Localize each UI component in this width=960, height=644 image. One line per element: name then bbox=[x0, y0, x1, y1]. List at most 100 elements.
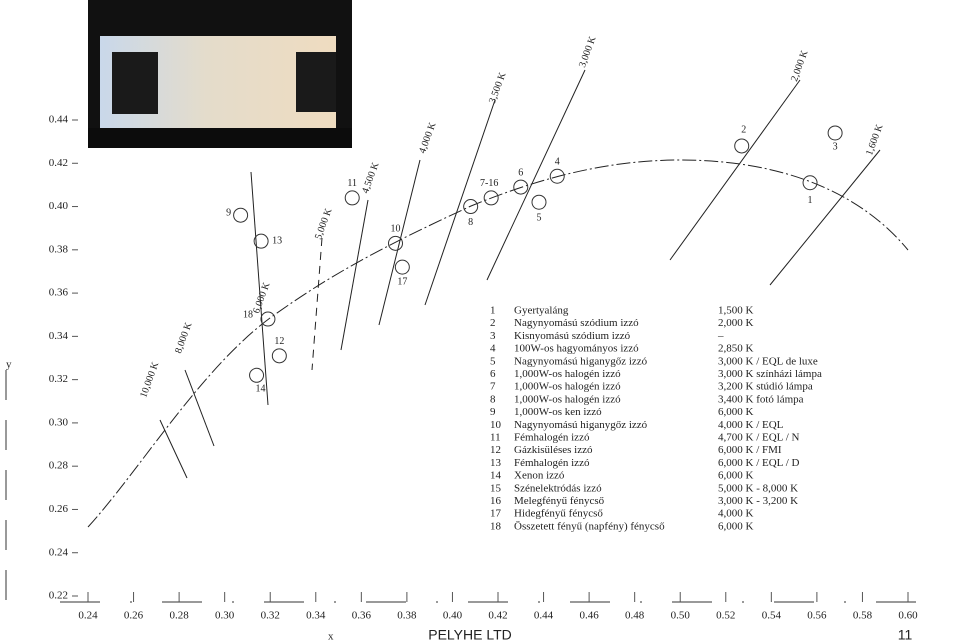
isotherm-label: 5,000 K bbox=[313, 206, 335, 241]
color-temperature: 6,000 K bbox=[718, 520, 754, 532]
light-source: Hidegfényű fénycső bbox=[514, 508, 603, 520]
isotherm-label: 2,000 K bbox=[789, 48, 811, 83]
point-label: 2 bbox=[741, 124, 746, 135]
light-source: Fémhalogén izzó bbox=[514, 457, 590, 469]
isotherm-label: 4,000 K bbox=[417, 120, 439, 155]
color-temperature: 3,000 K / EQL de luxe bbox=[718, 355, 818, 367]
isotherm-label: 8,000 K bbox=[173, 320, 195, 355]
isotherm-line bbox=[184, 369, 215, 447]
x-tick-label: 0.24 bbox=[78, 610, 98, 622]
row-number: 12 bbox=[490, 444, 501, 456]
x-tick-label: 0.44 bbox=[534, 610, 554, 622]
planckian-locus bbox=[87, 159, 909, 528]
y-tick-label: 0.30 bbox=[49, 416, 69, 428]
x-tick-label: 0.32 bbox=[261, 610, 280, 622]
light-source: 1,000W-os halogén izzó bbox=[514, 393, 621, 405]
isotherm-line bbox=[424, 99, 496, 306]
data-point bbox=[549, 168, 565, 184]
light-source: 100W-os hagyományos izzó bbox=[514, 343, 639, 355]
color-temperature: 6,000 K bbox=[718, 406, 754, 418]
footer-company: PELYHE LTD bbox=[428, 627, 512, 643]
x-tick-label: 0.58 bbox=[853, 610, 873, 622]
x-tick-label: 0.40 bbox=[443, 610, 463, 622]
data-point bbox=[463, 199, 479, 215]
data-point bbox=[483, 190, 499, 206]
color-temperature: 4,000 K / EQL bbox=[718, 419, 784, 431]
x-tick-label: 0.38 bbox=[397, 610, 417, 622]
color-temperature: – bbox=[717, 330, 724, 342]
isotherm-line bbox=[340, 199, 369, 351]
x-tick-label: 0.50 bbox=[671, 610, 691, 622]
point-label: 8 bbox=[468, 217, 473, 228]
x-tick-label: 0.54 bbox=[762, 610, 782, 622]
data-point bbox=[260, 311, 276, 327]
light-source: 1,000W-os halogén izzó bbox=[514, 381, 621, 393]
x-tick-label: 0.34 bbox=[306, 610, 326, 622]
y-tick-label: 0.40 bbox=[49, 200, 69, 212]
point-label: 17 bbox=[397, 276, 407, 287]
data-point bbox=[249, 367, 265, 383]
x-tick-label: 0.52 bbox=[716, 610, 735, 622]
y-tick-label: 0.36 bbox=[49, 287, 69, 299]
color-temperature: 2,000 K bbox=[718, 317, 754, 329]
y-tick-label: 0.32 bbox=[49, 373, 68, 385]
row-number: 9 bbox=[490, 406, 496, 418]
data-point bbox=[388, 235, 403, 251]
point-label: 12 bbox=[274, 336, 284, 347]
color-temperature: 6,000 K bbox=[718, 470, 754, 482]
data-point bbox=[271, 348, 287, 364]
row-number: 11 bbox=[490, 432, 501, 444]
data-point bbox=[394, 259, 410, 275]
isotherm-label: 6,000 K bbox=[251, 280, 273, 315]
row-number: 2 bbox=[490, 317, 496, 329]
row-number: 5 bbox=[490, 355, 496, 367]
color-temperature: 1,500 K bbox=[718, 305, 754, 317]
y-tick-label: 0.34 bbox=[49, 330, 69, 342]
data-point bbox=[344, 190, 360, 206]
color-temperature: 6,000 K / EQL / D bbox=[718, 457, 800, 469]
y-tick-label: 0.42 bbox=[49, 157, 68, 169]
y-tick-label: 0.22 bbox=[49, 590, 68, 602]
x-tick-label: 0.36 bbox=[352, 610, 372, 622]
isotherm-label: 3,000 K bbox=[577, 34, 599, 69]
color-temperature: 3,000 K - 3,200 K bbox=[718, 495, 798, 507]
data-point bbox=[253, 233, 269, 249]
row-number: 4 bbox=[490, 343, 496, 355]
data-point bbox=[531, 194, 547, 210]
y-tick-label: 0.28 bbox=[49, 460, 69, 472]
point-label: 6 bbox=[518, 167, 523, 178]
light-source: Gázkisüléses izzó bbox=[514, 444, 593, 456]
point-label: 3 bbox=[833, 141, 838, 152]
photo bbox=[88, 0, 352, 148]
data-point bbox=[513, 179, 529, 195]
data-point bbox=[802, 175, 818, 191]
light-source: Szénelektródás izzó bbox=[514, 482, 602, 494]
row-number: 1 bbox=[490, 305, 496, 317]
color-temperature: 4,000 K bbox=[718, 508, 754, 520]
data-point bbox=[734, 138, 750, 154]
y-tick-label: 0.44 bbox=[49, 114, 69, 126]
light-source: Nagynyomású higanygőz izzó bbox=[514, 419, 648, 431]
row-number: 15 bbox=[490, 482, 502, 494]
isotherm-line bbox=[311, 237, 323, 371]
point-label: 9 bbox=[226, 207, 231, 218]
point-label: 10 bbox=[391, 224, 401, 235]
isotherm-line bbox=[159, 419, 188, 479]
x-tick-label: 0.48 bbox=[625, 610, 645, 622]
x-axis-label: x bbox=[328, 631, 334, 643]
y-tick-label: 0.24 bbox=[49, 546, 69, 558]
point-label: 5 bbox=[537, 213, 542, 224]
isotherm-label: 10,000 K bbox=[138, 360, 161, 399]
isotherm-line bbox=[769, 149, 881, 286]
color-temperature: 6,000 K / FMI bbox=[718, 444, 782, 456]
point-label: 1 bbox=[808, 195, 813, 206]
color-temperature: 3,200 K stúdió lámpa bbox=[718, 381, 813, 393]
row-number: 17 bbox=[490, 508, 502, 520]
x-tick-label: 0.28 bbox=[169, 610, 189, 622]
light-source: Melegfényű fénycső bbox=[514, 495, 605, 507]
y-tick-label: 0.38 bbox=[49, 243, 69, 255]
row-number: 6 bbox=[490, 368, 496, 380]
x-tick-label: 0.26 bbox=[124, 610, 144, 622]
